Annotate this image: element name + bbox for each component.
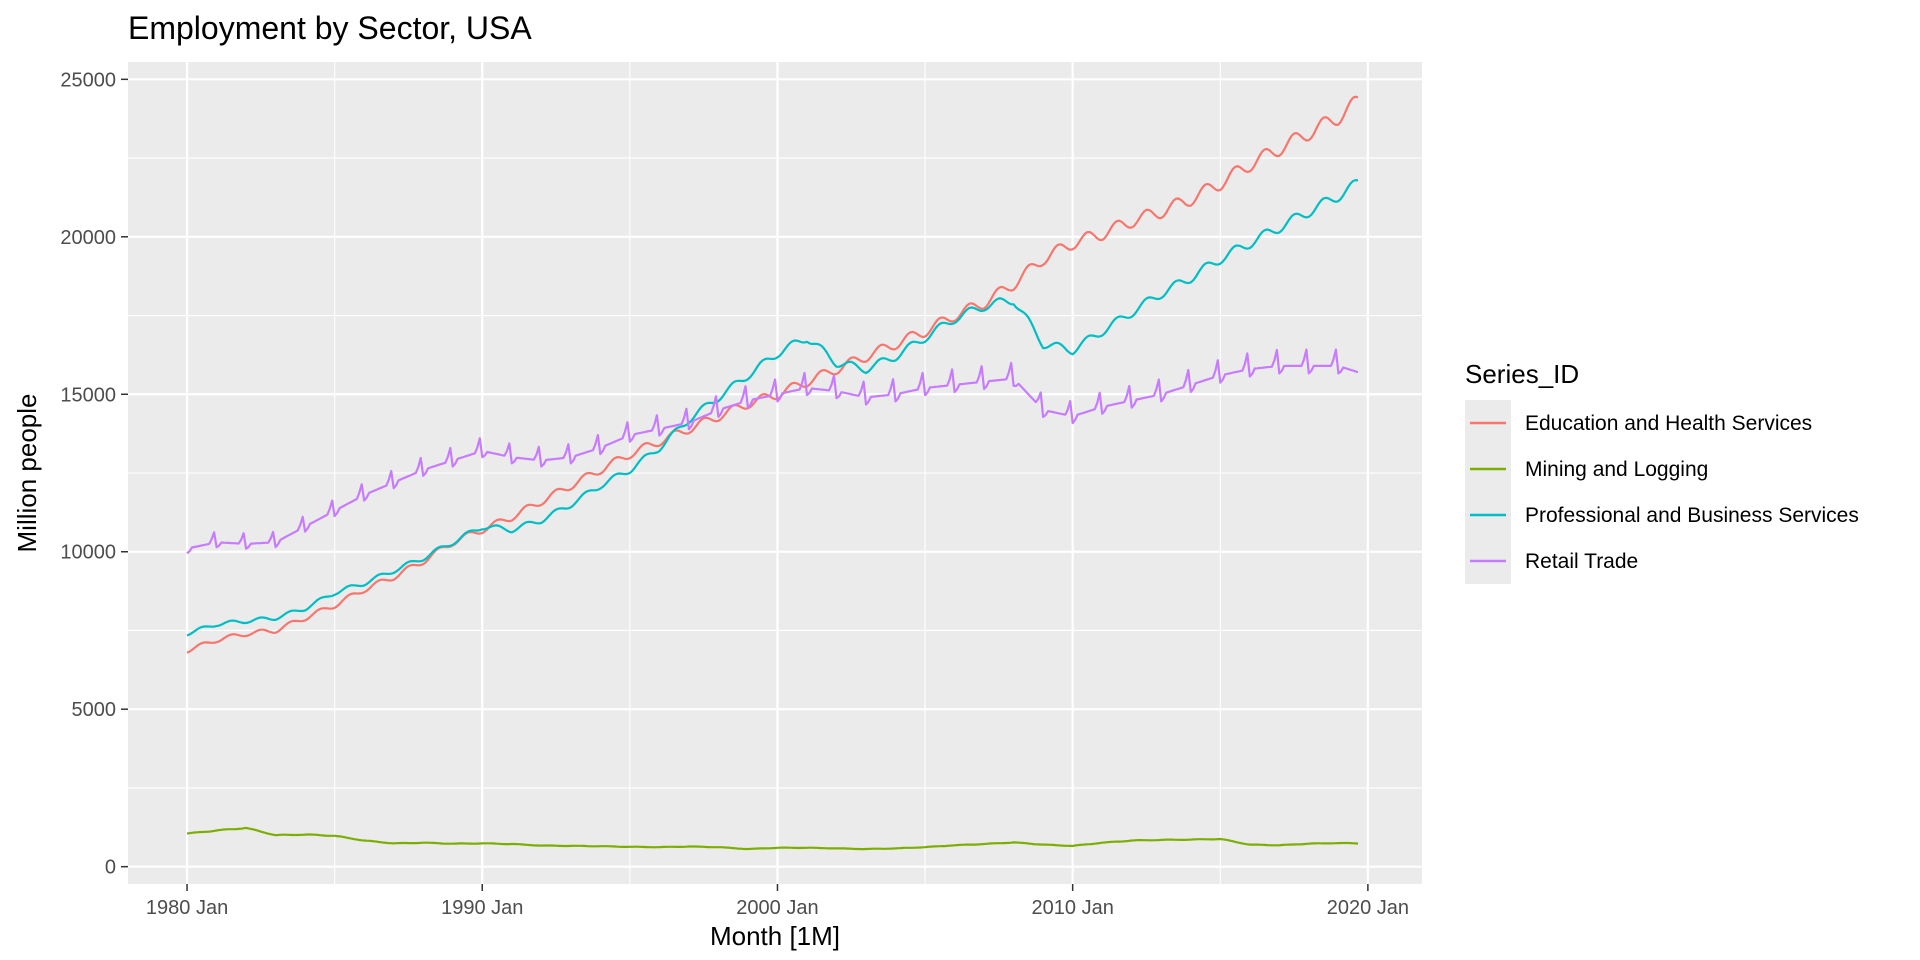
legend-label: Mining and Logging [1525,458,1708,481]
chart-title: Employment by Sector, USA [128,10,532,46]
y-tick-label: 25000 [60,69,116,91]
x-axis: 1980 Jan 1990 Jan 2000 Jan 2010 Jan 2020 Jan [146,884,1409,919]
x-axis-title: Month [1M] [710,921,840,951]
y-tick-label: 0 [105,857,116,879]
x-tick-label: 1990 Jan [441,897,523,919]
legend-label: Professional and Business Services [1525,504,1859,527]
x-tick-label: 2020 Jan [1327,897,1409,919]
y-axis-title: Million people [12,394,42,553]
y-tick-label: 10000 [60,542,116,564]
x-tick-label: 2010 Jan [1032,897,1114,919]
y-tick-label: 20000 [60,227,116,249]
legend-label: Education and Health Services [1525,412,1812,435]
legend-key-background [1465,400,1511,584]
y-tick-label: 5000 [72,699,117,721]
y-axis: 0 5000 10000 15000 20000 25000 [60,69,128,878]
legend-title: Series_ID [1465,359,1579,389]
x-tick-label: 2000 Jan [736,897,818,919]
x-tick-label: 1980 Jan [146,897,228,919]
legend: Series_ID Education and Health Services M… [1465,359,1859,584]
y-tick-label: 15000 [60,384,116,406]
legend-items: Education and Health Services Mining and … [1465,400,1859,584]
legend-label: Retail Trade [1525,550,1638,573]
